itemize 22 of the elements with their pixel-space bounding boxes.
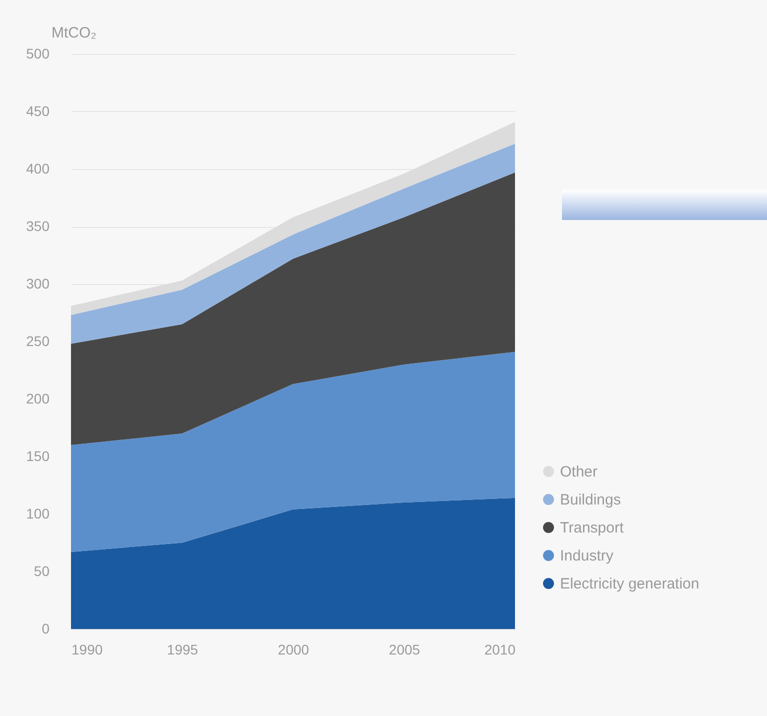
legend-label: Industry: [560, 548, 614, 564]
x-tick-label: 2010: [484, 642, 516, 658]
y-tick-label: 500: [26, 46, 50, 62]
x-tick-label: 1995: [166, 642, 198, 658]
y-tick-label: 450: [26, 103, 50, 119]
legend-label: Other: [560, 464, 598, 480]
y-tick-label: 100: [26, 506, 50, 522]
y-tick-label: 50: [34, 563, 50, 579]
y-tick-label: 0: [42, 620, 50, 636]
y-tick-label: 200: [26, 390, 50, 406]
x-tick-label: 2005: [388, 642, 420, 658]
y-tick-label: 400: [26, 160, 50, 176]
x-tick-label: 2000: [278, 642, 310, 658]
y-tick-label: 150: [26, 448, 50, 464]
y-tick-label: 250: [26, 333, 50, 349]
y-tick-label: 350: [26, 218, 50, 234]
y-axis-title: MtCO₂: [52, 24, 97, 42]
legend-label: Electricity generation: [560, 576, 700, 592]
legend-label: Buildings: [560, 492, 621, 508]
y-tick-label: 300: [26, 276, 50, 292]
x-tick-label: 1990: [72, 642, 103, 658]
legend-label: Transport: [560, 520, 624, 536]
